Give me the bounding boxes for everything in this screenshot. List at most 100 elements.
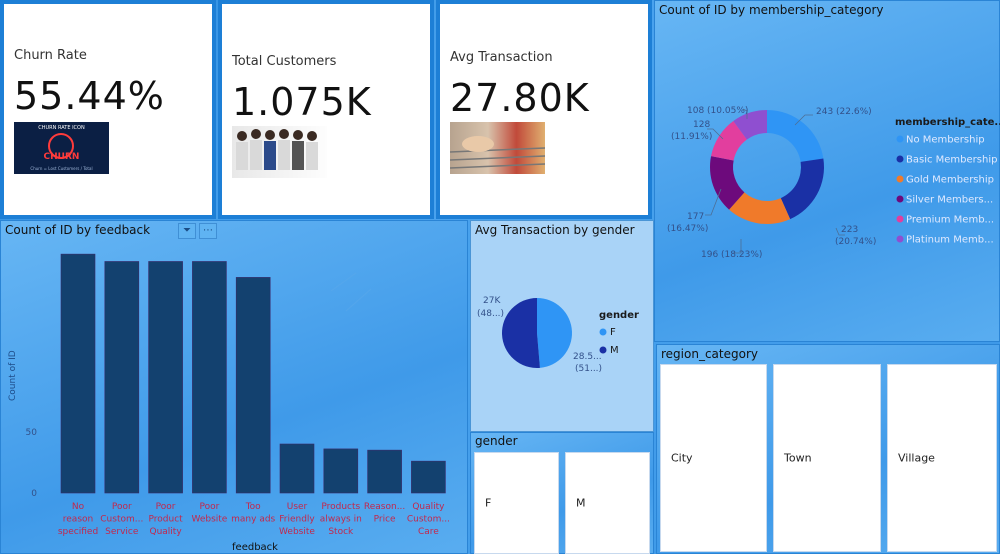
slice-label-premium-membership: 128 (11.91%) <box>671 120 712 142</box>
gender-chart-title: Avg Transaction by gender <box>475 223 635 237</box>
avg-transaction-value: 27.80K <box>450 76 590 120</box>
donut-slice-5[interactable] <box>733 110 767 140</box>
legend-marker <box>896 235 904 243</box>
category-label-line: No <box>72 502 85 512</box>
feedback-y-axis-label: Count of ID <box>8 350 18 401</box>
region-slicer[interactable]: region_category City Town Village <box>656 344 1000 554</box>
filter-icon[interactable]: ⏷ <box>178 223 196 239</box>
more-options-icon[interactable]: ⋯ <box>199 223 217 239</box>
category-label-line: Custom... <box>407 515 450 525</box>
gender-slicer-item-f[interactable]: F <box>474 452 559 554</box>
category-label-line: Quality <box>412 502 445 512</box>
bar-6[interactable] <box>323 448 359 494</box>
category-label: Poor Website <box>191 502 227 525</box>
churn-image-top-text: CHURN RATE ICON <box>38 125 85 131</box>
gender-chart-panel[interactable]: Avg Transaction by gender 27K (48...) 28… <box>470 220 654 432</box>
gender-pie[interactable] <box>501 298 572 368</box>
gender-legend-m[interactable]: M <box>610 345 619 356</box>
category-label-line: Products <box>321 502 360 512</box>
category-label-line: Poor <box>199 502 219 512</box>
feedback-chart-panel[interactable]: Count of ID by feedback ⏷ ⋯ Count of ID … <box>0 220 468 554</box>
bar-8[interactable] <box>411 460 446 494</box>
donut-slice-0[interactable] <box>767 110 824 162</box>
feedback-bars[interactable] <box>60 253 446 494</box>
region-slicer-item-city[interactable]: City <box>660 364 767 552</box>
gender-legend-f[interactable]: F <box>610 327 616 338</box>
legend-marker <box>896 135 904 143</box>
bar-4[interactable] <box>235 277 271 494</box>
legend-item[interactable]: Premium Memb... <box>906 215 994 226</box>
category-label-line: Too <box>245 502 261 512</box>
category-label-line: reason <box>63 515 93 525</box>
legend-item[interactable]: Gold Membership <box>906 175 994 186</box>
category-label: Poor Custom... Service <box>100 502 143 537</box>
gender-slice-0[interactable] <box>537 298 572 368</box>
category-label-line: Website <box>191 515 227 525</box>
category-label-line: Service <box>105 527 139 537</box>
customers-photo <box>232 126 327 178</box>
gender-slicer-title: gender <box>475 434 518 448</box>
legend-marker <box>896 195 904 203</box>
avg-transaction-card[interactable]: Avg Transaction 27.80K <box>436 0 652 219</box>
churn-rate-icon: CHURN RATE ICON CHURN Churn = Lost Custo… <box>14 122 109 174</box>
bar-3[interactable] <box>192 261 227 494</box>
legend-item[interactable]: No Membership <box>906 135 985 146</box>
category-label: Poor Product Quality <box>149 502 184 537</box>
region-slicer-item-town[interactable]: Town <box>773 364 881 552</box>
membership-donut[interactable] <box>710 110 824 224</box>
feedback-x-axis-label: feedback <box>232 542 278 553</box>
membership-legend[interactable]: No Membership Basic Membership Gold Member… <box>896 135 998 246</box>
bar-7[interactable] <box>367 449 402 494</box>
gender-slicer-item-m[interactable]: M <box>565 452 650 554</box>
legend-item[interactable]: Silver Members... <box>906 195 993 206</box>
bar-5[interactable] <box>279 443 315 494</box>
total-customers-label: Total Customers <box>232 54 337 69</box>
donut-slice-2[interactable] <box>729 192 791 224</box>
legend-item[interactable]: Platinum Memb... <box>906 235 994 246</box>
category-label-line: many ads <box>231 515 275 525</box>
region-slicer-item-label: Town <box>784 451 812 465</box>
shopping-cart-photo <box>449 122 546 174</box>
y-tick-label: 0 <box>31 489 37 499</box>
category-label-line: Care <box>418 527 439 537</box>
category-label-line: Stock <box>328 527 354 537</box>
cart-illustration <box>449 136 546 169</box>
gender-slicer[interactable]: gender F M <box>470 432 654 554</box>
churn-target-circle <box>48 133 74 159</box>
bar-2[interactable] <box>148 261 183 494</box>
feedback-bar-svg: Count of ID 0 50 No reason specified Poor Cus… <box>8 253 450 553</box>
donut-slice-1[interactable] <box>780 158 824 220</box>
category-label: Reason... Price <box>364 502 405 525</box>
category-label-line: always in <box>320 515 362 525</box>
legend-marker-f <box>599 328 607 336</box>
gender-label-f-pct: (48...) <box>477 309 504 319</box>
region-slicer-title: region_category <box>661 347 758 361</box>
total-customers-card[interactable]: Total Customers 1.075K <box>218 0 434 219</box>
feedback-y-ticks: 0 50 <box>26 428 38 499</box>
region-slicer-item-village[interactable]: Village <box>887 364 997 552</box>
gender-label-m-value: 28.5... <box>573 352 602 362</box>
gender-pie-svg: 27K (48...) 28.5... (51...) gender F M <box>477 296 639 374</box>
people-illustration <box>236 129 318 170</box>
region-slicer-item-label: Village <box>898 451 935 465</box>
feedback-chart-title: Count of ID by feedback <box>5 223 151 237</box>
churn-rate-card[interactable]: Churn Rate 55.44% CHURN RATE ICON CHURN … <box>0 0 216 219</box>
membership-chart-panel[interactable]: Count of ID by membership_category 243 (… <box>654 0 1000 342</box>
bar-1[interactable] <box>104 261 140 494</box>
slice-label-basic-membership: 223 (20.74%) <box>835 225 876 247</box>
bar-0[interactable] <box>60 253 96 494</box>
gender-label-f-value: 27K <box>483 296 501 306</box>
donut-slice-4[interactable] <box>711 120 747 161</box>
gender-slice-1[interactable] <box>501 298 540 368</box>
slice-label-silver-membership: 177 (16.47%) <box>667 212 708 234</box>
gender-legend-title: gender <box>599 310 639 321</box>
churn-rate-value: 55.44% <box>14 74 165 118</box>
churn-rate-label: Churn Rate <box>14 48 87 63</box>
slice-label-no-membership: 243 (22.6%) <box>816 107 872 117</box>
category-label-line: User <box>287 502 308 512</box>
legend-item[interactable]: Basic Membership <box>906 155 997 166</box>
gender-label-m-pct: (51...) <box>575 364 602 374</box>
category-label-line: Custom... <box>100 515 143 525</box>
category-label: No reason specified <box>58 502 98 537</box>
membership-donut-svg: 243 (22.6%) 223 (20.74%) 196 (18.23%) 177… <box>667 106 1000 260</box>
